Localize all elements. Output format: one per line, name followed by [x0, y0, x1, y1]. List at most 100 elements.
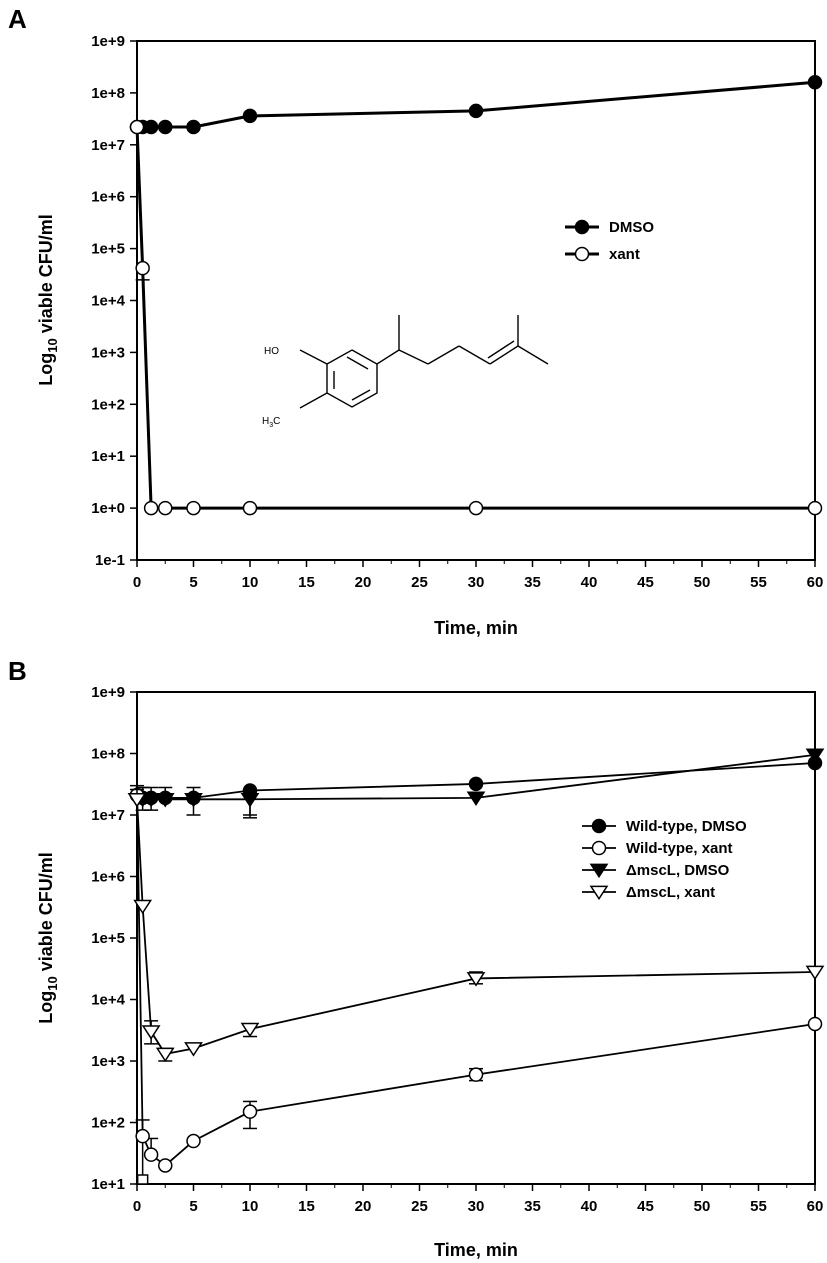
legend-label: ΔmscL, DMSO: [626, 862, 730, 879]
x-tick-label: 35: [524, 574, 541, 591]
x-tick-label: 0: [133, 1198, 141, 1215]
y-tick-label: 1e-1: [95, 552, 125, 569]
data-point: [158, 500, 173, 516]
x-tick-label: 10: [242, 574, 259, 591]
x-tick-label: 25: [411, 574, 428, 591]
data-point: [155, 792, 175, 808]
structure-label-oh: HO: [264, 346, 279, 357]
y-tick-label: 1e+4: [91, 293, 125, 310]
legend-label: Wild-type, xant: [626, 840, 733, 857]
x-axis-title-a: Time, min: [434, 618, 518, 638]
legend-marker: [574, 246, 590, 262]
data-point: [466, 972, 486, 987]
data-point: [143, 1147, 159, 1162]
x-tick-label: 40: [581, 1198, 598, 1215]
data-point: [135, 1128, 150, 1144]
data-point: [807, 75, 823, 90]
panel-letter-a: A: [8, 4, 27, 34]
data-point: [129, 119, 145, 135]
data-point: [158, 119, 173, 135]
x-tick-label: 30: [468, 1198, 485, 1215]
y-tick-label: 1e+2: [91, 1115, 125, 1132]
y-tick-label: 1e+6: [91, 869, 125, 886]
data-point: [158, 1158, 173, 1173]
x-tick-label: 55: [750, 574, 767, 591]
x-tick-label: 60: [807, 1198, 824, 1215]
x-tick-label: 60: [807, 574, 824, 591]
y-tick-label: 1e+9: [91, 684, 125, 701]
x-tick-label: 50: [694, 1198, 711, 1215]
data-point: [136, 1174, 149, 1185]
y-tick-label: 1e+8: [91, 85, 125, 102]
x-tick-label: 45: [637, 1198, 654, 1215]
data-point: [186, 119, 201, 135]
y-tick-label: 1e+3: [91, 1053, 125, 1070]
data-point: [186, 500, 201, 516]
x-tick-label: 20: [355, 574, 372, 591]
data-point: [184, 1042, 203, 1057]
panel-a: A 0 5 10 15 20 25 30 35 40 45 50 55 60 1e-1 1e+0 1e+1 1e…: [8, 4, 823, 638]
data-point: [468, 500, 484, 516]
x-tick-label: 40: [581, 574, 598, 591]
chemical-structure: [299, 315, 549, 409]
legend-label: DMSO: [609, 219, 654, 236]
y-tick-label: 1e+9: [91, 33, 125, 50]
data-point: [805, 965, 825, 981]
y-tick-label: 1e+6: [91, 189, 125, 206]
y-tick-label: 1e+7: [91, 807, 125, 824]
data-point: [141, 792, 161, 808]
y-tick-label: 1e+0: [91, 500, 125, 517]
legend-marker: [589, 863, 609, 879]
x-tick-label: 5: [189, 1198, 197, 1215]
x-axis-title-b: Time, min: [434, 1240, 518, 1260]
x-tick-label: 15: [298, 1198, 315, 1215]
x-tick-label: 25: [411, 1198, 428, 1215]
y-tick-label: 1e+3: [91, 344, 125, 361]
data-point: [242, 108, 258, 124]
y-axis-title-b: Log10 viable CFU/ml: [36, 852, 60, 1024]
y-tick-label: 1e+1: [91, 1176, 125, 1193]
data-point: [242, 500, 258, 516]
y-tick-label: 1e+1: [91, 448, 125, 465]
y-axis-title-a: Log10 viable CFU/ml: [36, 214, 60, 386]
y-tick-label: 1e+4: [91, 992, 125, 1009]
x-tick-label: 15: [298, 574, 315, 591]
data-point: [143, 500, 159, 516]
legend-b: Wild-type, DMSO Wild-type, xant ΔmscL, DMS…: [582, 818, 747, 901]
data-point: [240, 1022, 260, 1038]
legend-label: xant: [609, 246, 640, 263]
panel-letter-b: B: [8, 656, 27, 686]
data-point: [805, 748, 825, 764]
data-point: [141, 1025, 161, 1040]
y-tick-label: 1e+7: [91, 137, 125, 154]
x-tick-label: 0: [133, 574, 141, 591]
series-line: [136, 799, 816, 1055]
legend-marker: [574, 219, 590, 235]
legend-marker: [589, 885, 609, 901]
y-tick-label: 1e+8: [91, 746, 125, 763]
data-point: [468, 776, 484, 792]
legend-marker: [591, 840, 607, 856]
data-point: [184, 792, 203, 808]
x-tick-label: 50: [694, 574, 711, 591]
legend-marker: [591, 818, 607, 834]
data-point: [240, 792, 260, 808]
x-tick-label: 10: [242, 1198, 259, 1215]
x-tick-label: 45: [637, 574, 654, 591]
series-line: [135, 126, 815, 510]
data-point: [186, 1133, 201, 1149]
data-point: [807, 500, 823, 516]
legend-a: DMSO xant: [565, 219, 654, 263]
data-point: [468, 103, 484, 119]
data-point: [155, 1047, 175, 1063]
x-tick-label: 5: [189, 574, 197, 591]
y-tick-label: 1e+5: [91, 241, 125, 258]
x-tick-label: 35: [524, 1198, 541, 1215]
y-tick-label: 1e+5: [91, 930, 125, 947]
legend-label: Wild-type, DMSO: [626, 818, 747, 835]
data-point: [242, 1104, 258, 1119]
data-point: [133, 899, 153, 915]
x-tick-label: 55: [750, 1198, 767, 1215]
x-tick-label: 20: [355, 1198, 372, 1215]
